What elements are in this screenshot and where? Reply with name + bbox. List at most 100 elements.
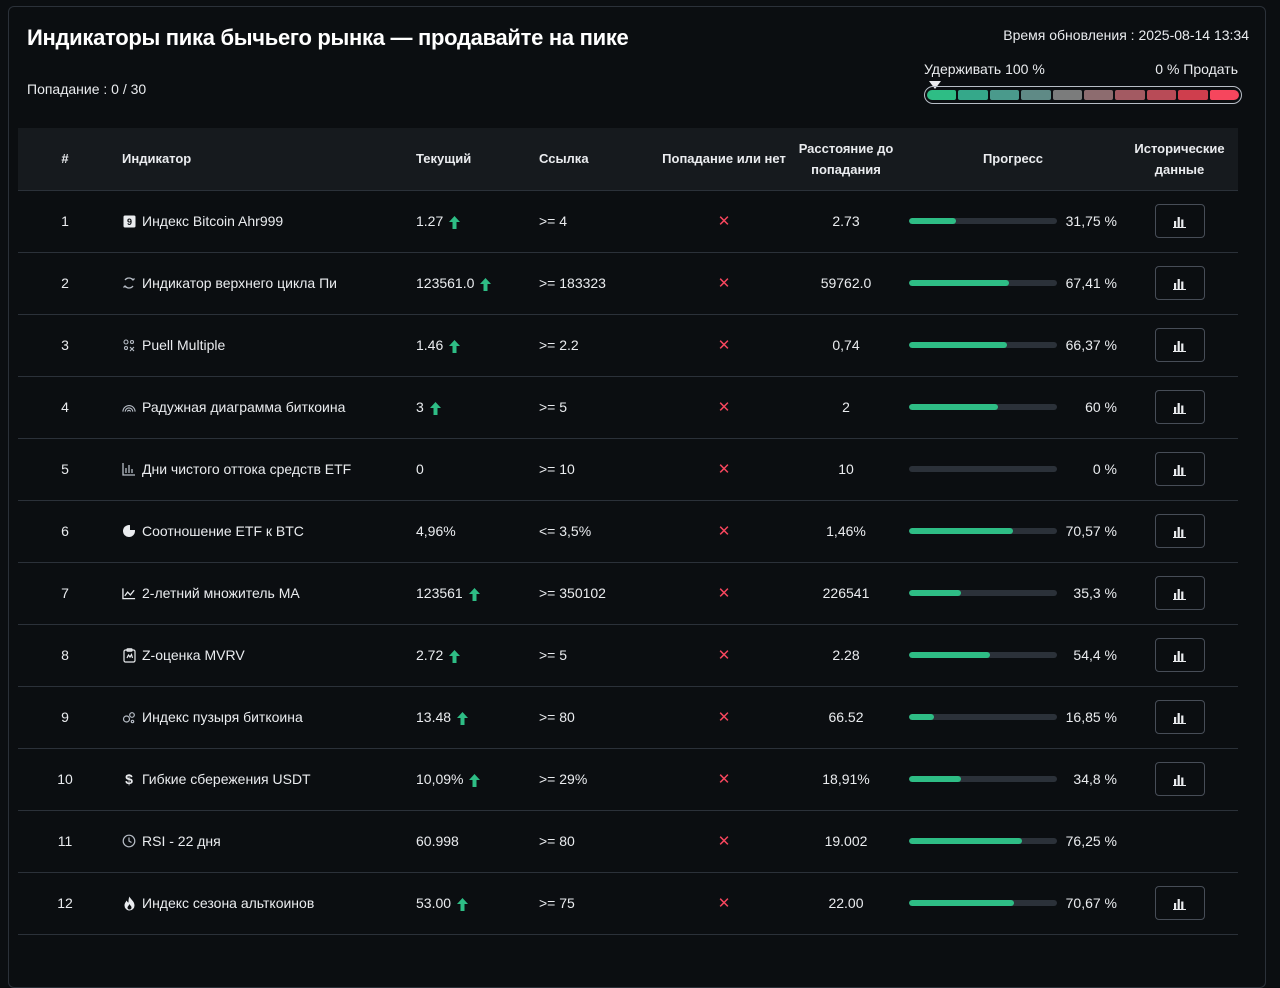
indicator-cell[interactable]: Индекс сезона альткоинов bbox=[112, 872, 416, 934]
current-value: 2.72 bbox=[416, 647, 444, 663]
cross-icon: ✕ bbox=[717, 771, 731, 788]
progress-cell: 34,8 % bbox=[905, 748, 1121, 810]
progress-cell: 60 % bbox=[905, 376, 1121, 438]
reference-value: >= 10 bbox=[539, 461, 575, 477]
sell-label: 0 % Продать bbox=[1155, 61, 1238, 77]
progress-label: 66,37 % bbox=[1065, 337, 1117, 353]
history-cell bbox=[1121, 190, 1238, 252]
scale-segment bbox=[1084, 90, 1114, 100]
progress-fill bbox=[909, 900, 1014, 906]
progress-fill bbox=[909, 590, 962, 596]
progress-label: 60 % bbox=[1085, 399, 1117, 415]
distance-value: 2 bbox=[842, 399, 850, 415]
number-badge-icon: 9 bbox=[122, 214, 136, 228]
progress-cell: 76,25 % bbox=[905, 810, 1121, 872]
current-value: 53.00 bbox=[416, 895, 452, 911]
reference-value: >= 80 bbox=[539, 833, 575, 849]
reference-value: >= 5 bbox=[539, 399, 568, 415]
cross-icon: ✕ bbox=[717, 337, 731, 354]
col-current-header: Текущий bbox=[416, 151, 472, 167]
clipboard-icon bbox=[122, 647, 136, 663]
indicator-cell[interactable]: 9 Индекс Bitcoin Ahr999 bbox=[112, 190, 416, 252]
indicator-name: Индекс сезона альткоинов bbox=[142, 895, 315, 911]
progress-label: 70,67 % bbox=[1065, 895, 1117, 911]
history-chart-button[interactable] bbox=[1154, 576, 1205, 610]
bar-chart-icon bbox=[1172, 897, 1187, 910]
progress-cell: 0 % bbox=[905, 438, 1121, 500]
hit-cell: ✕ bbox=[661, 748, 787, 810]
table-row: 4 Радужная диаграмма биткоина 3 >= 5 ✕ 2 60 % bbox=[18, 376, 1238, 438]
indicator-name: Индикатор верхнего цикла Пи bbox=[142, 275, 337, 291]
bar-chart-icon bbox=[1172, 587, 1187, 600]
progress-cell: 16,85 % bbox=[905, 686, 1121, 748]
progress-bar bbox=[909, 900, 1057, 906]
row-number: 11 bbox=[57, 833, 73, 849]
indicators-table: # Индикатор Текущий Ссылка Попадание или… bbox=[18, 128, 1238, 935]
scale-segment bbox=[1146, 90, 1177, 100]
progress-fill bbox=[909, 776, 961, 782]
indicator-cell[interactable]: RSI - 22 дня bbox=[112, 810, 416, 872]
history-chart-button[interactable] bbox=[1154, 638, 1205, 672]
history-chart-button[interactable] bbox=[1154, 886, 1205, 920]
scale-segment bbox=[989, 90, 1020, 100]
scale-segment bbox=[1021, 90, 1051, 100]
distance-value: 10 bbox=[838, 461, 854, 477]
history-chart-button[interactable] bbox=[1154, 514, 1205, 548]
hit-cell: ✕ bbox=[661, 810, 787, 872]
cross-icon: ✕ bbox=[717, 399, 731, 416]
hold-sell-scale bbox=[924, 86, 1242, 104]
current-value: 123561.0 bbox=[416, 275, 475, 291]
indicator-cell[interactable]: Индикатор верхнего цикла Пи bbox=[112, 252, 416, 314]
update-time: Время обновления : 2025-08-14 13:34 bbox=[1003, 27, 1249, 43]
row-number: 12 bbox=[57, 895, 73, 911]
current-value: 3 bbox=[416, 399, 424, 415]
cross-icon: ✕ bbox=[717, 895, 731, 912]
progress-cell: 70,67 % bbox=[905, 872, 1121, 934]
indicator-name: Дни чистого оттока средств ETF bbox=[142, 461, 352, 477]
reference-value: >= 5 bbox=[539, 647, 568, 663]
up-arrow-icon bbox=[443, 647, 461, 663]
history-chart-button[interactable] bbox=[1154, 700, 1205, 734]
reference-value: >= 80 bbox=[539, 709, 575, 725]
bubbles-icon bbox=[122, 710, 136, 724]
scale-segment bbox=[1115, 90, 1145, 100]
progress-cell: 31,75 % bbox=[905, 190, 1121, 252]
progress-cell: 67,41 % bbox=[905, 252, 1121, 314]
indicator-cell[interactable]: 2-летний множитель MA bbox=[112, 562, 416, 624]
indicator-cell[interactable]: Соотношение ETF к BTC bbox=[112, 500, 416, 562]
hit-cell: ✕ bbox=[661, 686, 787, 748]
progress-bar bbox=[909, 404, 1057, 410]
reference-value: >= 183323 bbox=[539, 275, 606, 291]
indicator-cell[interactable]: Радужная диаграмма биткоина bbox=[112, 376, 416, 438]
table-row: 2 Индикатор верхнего цикла Пи 123561.0 >= 1… bbox=[18, 252, 1238, 314]
indicator-cell[interactable]: Дни чистого оттока средств ETF bbox=[112, 438, 416, 500]
bar-chart-icon bbox=[1172, 463, 1187, 476]
hit-cell: ✕ bbox=[661, 190, 787, 252]
fire-icon bbox=[122, 896, 136, 910]
table-row: 7 2-летний множитель MA 123561 >= 350102 ✕ 22… bbox=[18, 562, 1238, 624]
indicator-name: Гибкие сбережения USDT bbox=[142, 771, 311, 787]
bar-chart-icon bbox=[1172, 215, 1187, 228]
hit-cell: ✕ bbox=[661, 562, 787, 624]
current-cell: 10,09% bbox=[416, 748, 539, 810]
indicator-cell[interactable]: Индекс пузыря биткоина bbox=[112, 686, 416, 748]
indicator-name: Puell Multiple bbox=[142, 337, 226, 353]
indicator-cell[interactable]: Puell Multiple bbox=[112, 314, 416, 376]
indicator-cell[interactable]: $ Гибкие сбережения USDT bbox=[112, 748, 416, 810]
progress-label: 34,8 % bbox=[1073, 771, 1117, 787]
history-chart-button[interactable] bbox=[1154, 328, 1205, 362]
history-chart-button[interactable] bbox=[1154, 452, 1205, 486]
history-chart-button[interactable] bbox=[1154, 266, 1205, 300]
indicator-name: Индекс пузыря биткоина bbox=[142, 709, 303, 725]
progress-label: 54,4 % bbox=[1073, 647, 1117, 663]
history-chart-button[interactable] bbox=[1154, 390, 1205, 424]
up-arrow-icon bbox=[443, 213, 461, 229]
trend-line-icon bbox=[122, 586, 136, 600]
cross-icon: ✕ bbox=[717, 461, 731, 478]
history-chart-button[interactable] bbox=[1154, 204, 1205, 238]
progress-label: 67,41 % bbox=[1065, 275, 1117, 291]
progress-bar bbox=[909, 652, 1057, 658]
indicator-cell[interactable]: Z-оценка MVRV bbox=[112, 624, 416, 686]
current-value: 13.48 bbox=[416, 709, 452, 725]
history-chart-button[interactable] bbox=[1154, 762, 1205, 796]
